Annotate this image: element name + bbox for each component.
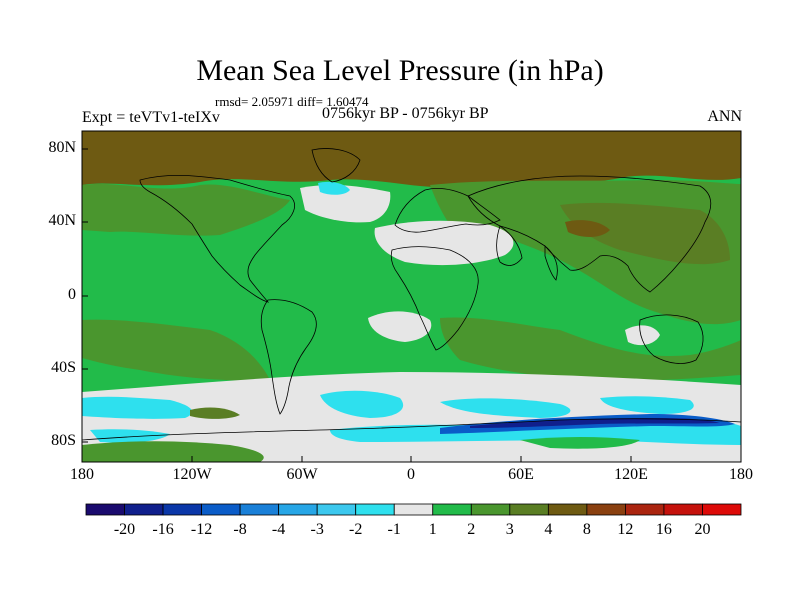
lon-label-60w: 60W xyxy=(286,466,318,483)
colorbar-swatch xyxy=(470,503,511,516)
colorbar-label: 3 xyxy=(505,521,514,538)
greenland-coast xyxy=(311,148,361,183)
colorbar-label: -1 xyxy=(387,521,401,538)
colorbar-label: -8 xyxy=(233,521,247,538)
south-pacific-olive xyxy=(82,319,270,381)
antarctic-olive-patch xyxy=(82,441,264,462)
pacific-grey xyxy=(625,325,660,346)
lat-label-40n: 40N xyxy=(48,212,76,229)
season-label: ANN xyxy=(707,108,742,125)
coastlines xyxy=(82,148,741,441)
colorbar-swatch xyxy=(85,503,125,516)
colorbar xyxy=(85,503,742,516)
colorbar-label: 12 xyxy=(617,521,634,538)
colorbar-swatch xyxy=(547,503,588,516)
southern-cyan-band-3 xyxy=(440,398,571,418)
colorbar-swatch xyxy=(393,503,434,516)
experiment-label: Expt = teVTv1-teIXv xyxy=(82,109,220,126)
stats-line: rmsd= 2.05971 diff= 1.60474 xyxy=(215,94,369,109)
colorbar-label: 20 xyxy=(694,521,711,538)
europe-coast xyxy=(394,188,501,233)
colorbar-label: 2 xyxy=(467,521,476,538)
colorbar-swatch xyxy=(201,503,241,516)
colorbar-swatch xyxy=(278,503,318,516)
lat-label-40s: 40S xyxy=(51,359,76,376)
north-atlantic-grey xyxy=(300,185,391,223)
asia-brown-high xyxy=(565,220,610,237)
southern-cyan-band-2 xyxy=(320,390,404,418)
north-america-coast xyxy=(139,174,295,303)
india-coast xyxy=(544,245,558,281)
colorbar-swatch xyxy=(432,503,472,516)
colorbar-swatch xyxy=(702,503,742,516)
antarctica-coast xyxy=(82,418,741,441)
southern-cyan-band-4 xyxy=(600,396,694,414)
lat-label-80s: 80S xyxy=(51,432,76,449)
lon-label-120e: 120E xyxy=(614,466,648,483)
colorbar-swatch xyxy=(625,503,665,516)
colorbar-label: -12 xyxy=(190,521,213,538)
africa-coast xyxy=(390,246,479,351)
colorbar-swatch xyxy=(239,503,280,516)
colorbar-label: -20 xyxy=(113,521,136,538)
colorbar-label: 8 xyxy=(582,521,591,538)
north-pacific-olive xyxy=(82,183,290,236)
colorbar-label: 4 xyxy=(544,521,553,538)
south-america-coast xyxy=(260,299,317,415)
ross-cyan xyxy=(90,429,170,443)
colorbar-swatch xyxy=(586,503,626,516)
southern-cyan-band xyxy=(82,396,193,419)
lat-label-80n: 80N xyxy=(48,139,76,156)
lon-label-180w: 180 xyxy=(70,466,94,483)
colorbar-label: 1 xyxy=(428,521,437,538)
chart-title: Mean Sea Level Pressure (in hPa) xyxy=(196,54,604,87)
colorbar-label: -4 xyxy=(271,521,286,538)
colorbar-swatch xyxy=(663,503,703,516)
colorbar-swatch xyxy=(355,503,395,516)
colorbar-swatch xyxy=(509,503,549,516)
antarctic-green-patch xyxy=(520,437,640,449)
period-label: 0756kyr BP - 0756kyr BP xyxy=(322,105,489,122)
colorbar-label: -3 xyxy=(310,521,324,538)
arctic-high-region xyxy=(82,131,741,188)
lon-label-120w: 120W xyxy=(172,466,212,483)
arabia-coast xyxy=(496,225,523,266)
axis-ticks xyxy=(81,148,742,462)
colorbar-label: -16 xyxy=(152,521,174,538)
antarctic-darkblue-band xyxy=(470,418,720,428)
colorbar-label: 16 xyxy=(655,521,672,538)
lon-label-180e: 180 xyxy=(729,466,753,483)
south-indian-olive xyxy=(440,317,741,381)
colorbar-swatch xyxy=(162,503,202,516)
colorbar-swatch xyxy=(316,503,357,516)
colorbar-label: -2 xyxy=(349,521,363,538)
south-atlantic-grey xyxy=(368,311,432,342)
colorbar-swatch xyxy=(124,503,164,516)
labrador-cyan xyxy=(318,181,350,195)
australia-coast xyxy=(639,314,704,364)
eurasia-dark-olive xyxy=(560,202,730,265)
lon-label-60e: 60E xyxy=(508,466,534,483)
antarctic-olive-patch-2 xyxy=(190,407,240,419)
lat-label-0: 0 xyxy=(68,286,76,303)
lon-label-0: 0 xyxy=(407,466,415,483)
